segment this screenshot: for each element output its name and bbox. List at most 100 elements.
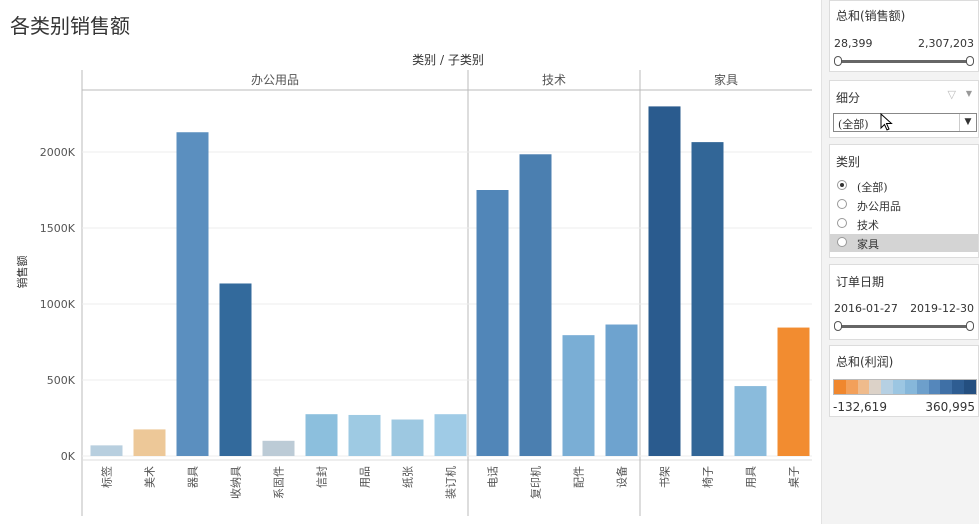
sales-filter-title: 总和(销售额) [836,9,906,23]
y-tick-label: 500K [47,374,76,387]
order-date-range-slider[interactable] [838,325,970,328]
x-tick-label: 纸张 [402,466,415,488]
x-tick-label: 书架 [659,466,672,488]
legend-color-swatch [845,380,858,394]
bar[interactable] [562,335,595,456]
group-header-label: 家具 [714,72,738,87]
legend-color-swatch [928,380,941,394]
card-menu-caret-icon[interactable]: ▼ [965,89,972,98]
category-option[interactable]: 技术 [830,215,978,233]
x-tick-label: 用具 [745,466,758,488]
chart-header: 类别 / 子类别 [412,53,484,67]
bar[interactable] [219,283,252,456]
page-title: 各类别销售额 [10,14,130,38]
x-tick-label: 美术 [144,466,157,488]
bar[interactable] [734,386,767,456]
legend-color-swatch [881,380,894,394]
sales-filter-card: 总和(销售额) 28,399 2,307,203 [829,0,979,72]
profit-color-legend-card: 总和(利润) -132,619 360,995 [829,345,979,417]
sales-max-value: 2,307,203 [918,37,974,50]
bar[interactable] [176,132,209,457]
bar[interactable] [519,154,552,456]
bar[interactable] [777,327,810,456]
profit-legend-title: 总和(利润) [836,355,894,369]
y-axis-title: 销售额 [15,256,29,289]
x-tick-label: 标签 [100,466,114,488]
legend-color-swatch [952,380,965,394]
sales-min-value: 28,399 [834,37,873,50]
x-tick-label: 设备 [615,466,629,488]
sales-slider-min-handle[interactable] [834,56,842,66]
profit-min-value: -132,619 [833,400,887,414]
legend-color-swatch [857,380,870,394]
category-option-label: 办公用品 [857,200,901,213]
legend-color-swatch [904,380,917,394]
x-tick-label: 复印机 [529,466,543,499]
category-option[interactable]: 办公用品 [830,196,978,214]
legend-color-swatch [964,380,976,394]
bar[interactable] [476,190,509,456]
bar[interactable] [348,414,381,456]
radio-button[interactable] [837,199,847,209]
bar[interactable] [434,414,467,456]
bar[interactable] [648,106,681,457]
chevron-down-icon[interactable]: ▼ [959,114,976,131]
legend-color-swatch [869,380,882,394]
order-date-max-value: 2019-12-30 [910,302,974,315]
radio-button[interactable] [837,237,847,247]
category-filter-card: 类别 (全部) 办公用品技术家具 [829,144,979,258]
y-tick-label: 2000K [40,146,76,159]
x-tick-label: 器具 [187,466,200,488]
sales-range-slider[interactable] [838,60,970,63]
order-date-slider-max-handle[interactable] [966,321,974,331]
radio-button[interactable] [837,218,847,228]
filter-icon[interactable]: ▽ [947,88,956,101]
bar[interactable] [262,440,295,456]
order-date-min-value: 2016-01-27 [834,302,898,315]
profit-color-scale [833,379,977,395]
y-tick-label: 1000K [40,298,76,311]
segment-selected-value: (全部) [838,118,869,131]
legend-color-swatch [893,380,905,394]
sales-slider-max-handle[interactable] [966,56,974,66]
x-tick-label: 收纳具 [229,466,243,499]
order-date-filter-card: 订单日期 2016-01-27 2019-12-30 [829,264,979,340]
filter-panel [821,0,979,524]
group-header-label: 办公用品 [251,72,299,87]
segment-filter-card: 细分 ▽ ▼ (全部) ▼ [829,80,979,138]
profit-max-value: 360,995 [925,400,975,414]
category-option-label: 家具 [857,238,879,251]
x-tick-label: 装订机 [444,466,458,499]
bar[interactable] [391,419,424,456]
bar[interactable] [90,445,123,456]
bar[interactable] [691,142,724,456]
bar[interactable] [305,414,338,456]
category-option[interactable]: (全部) [830,177,978,195]
x-tick-label: 系固件 [273,466,286,499]
bar[interactable] [605,324,638,456]
legend-color-swatch [834,380,846,394]
x-tick-label: 配件 [573,466,586,488]
category-filter-title: 类别 [836,155,861,169]
group-header-label: 技术 [542,73,566,87]
x-tick-label: 用品 [359,466,372,488]
category-option[interactable]: 家具 [830,234,978,252]
category-option-label: (全部) [857,181,888,194]
x-tick-label: 电话 [487,466,500,488]
order-date-filter-title: 订单日期 [836,275,885,289]
legend-color-swatch [940,380,953,394]
segment-filter-title: 细分 [836,91,861,105]
y-tick-label: 1500K [40,222,76,235]
mouse-cursor-icon [880,113,893,131]
x-tick-label: 信封 [315,466,329,488]
order-date-slider-min-handle[interactable] [834,321,842,331]
bar[interactable] [133,429,166,456]
x-tick-label: 椅子 [701,466,715,488]
radio-button[interactable] [837,180,847,190]
y-tick-label: 0K [61,450,76,463]
segment-dropdown[interactable]: (全部) ▼ [833,113,977,132]
legend-color-swatch [916,380,929,394]
category-option-label: 技术 [857,219,879,232]
x-tick-label: 桌子 [788,466,801,488]
